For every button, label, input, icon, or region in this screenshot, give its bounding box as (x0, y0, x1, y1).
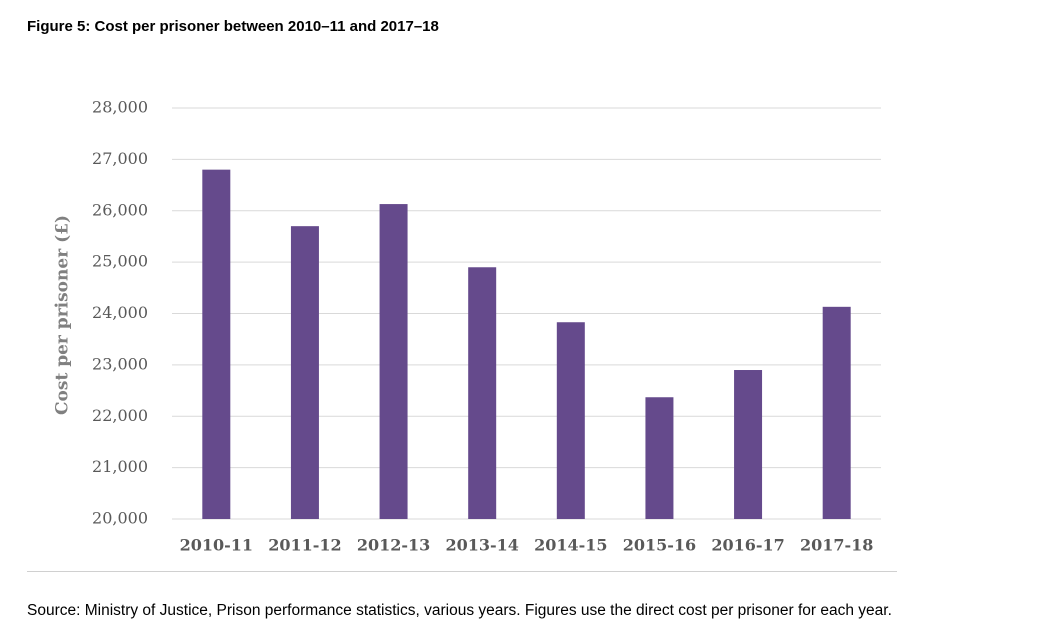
x-tick-label: 2011-12 (268, 536, 341, 555)
figure-title: Figure 5: Cost per prisoner between 2010… (27, 18, 439, 35)
bar-2010-11 (202, 169, 231, 519)
y-tick-label: 23,000 (92, 354, 148, 373)
x-tick-label: 2013-14 (445, 536, 518, 555)
y-tick-label: 24,000 (92, 303, 148, 322)
y-tick-label: 25,000 (92, 252, 148, 271)
y-tick-label: 22,000 (92, 406, 148, 425)
y-tick-label: 27,000 (92, 149, 148, 168)
x-tick-labels: 2010-11 2011-12 2012-13 2013-14 2014-15 2015-… (180, 536, 874, 555)
bar-2017-18 (822, 306, 851, 519)
y-tick-label: 20,000 (92, 509, 148, 528)
y-tick-label: 26,000 (92, 200, 148, 219)
bar-2013-14 (468, 267, 497, 519)
bar-chart: 20,000 21,000 22,000 23,000 24,000 25,000 26,0… (53, 98, 881, 555)
x-tick-label: 2014-15 (534, 536, 607, 555)
bar-2014-15 (556, 322, 585, 519)
bar-2015-16 (645, 397, 674, 519)
divider (27, 571, 897, 572)
source-note: Source: Ministry of Justice, Prison perf… (27, 602, 892, 619)
x-tick-label: 2010-11 (180, 536, 253, 555)
x-tick-label: 2017-18 (800, 536, 873, 555)
y-tick-labels: 20,000 21,000 22,000 23,000 24,000 25,000 26,0… (92, 98, 148, 528)
y-tick-label: 21,000 (92, 457, 148, 476)
gridlines (172, 107, 881, 520)
x-tick-label: 2016-17 (711, 536, 784, 555)
bar-2012-13 (379, 204, 408, 520)
bars (202, 169, 851, 520)
bar-2011-12 (290, 226, 319, 519)
x-tick-label: 2015-16 (623, 536, 696, 555)
y-axis-label: Cost per prisoner (£) (53, 215, 73, 415)
x-tick-label: 2012-13 (357, 536, 430, 555)
y-tick-label: 28,000 (92, 98, 148, 117)
bar-2016-17 (734, 370, 763, 519)
